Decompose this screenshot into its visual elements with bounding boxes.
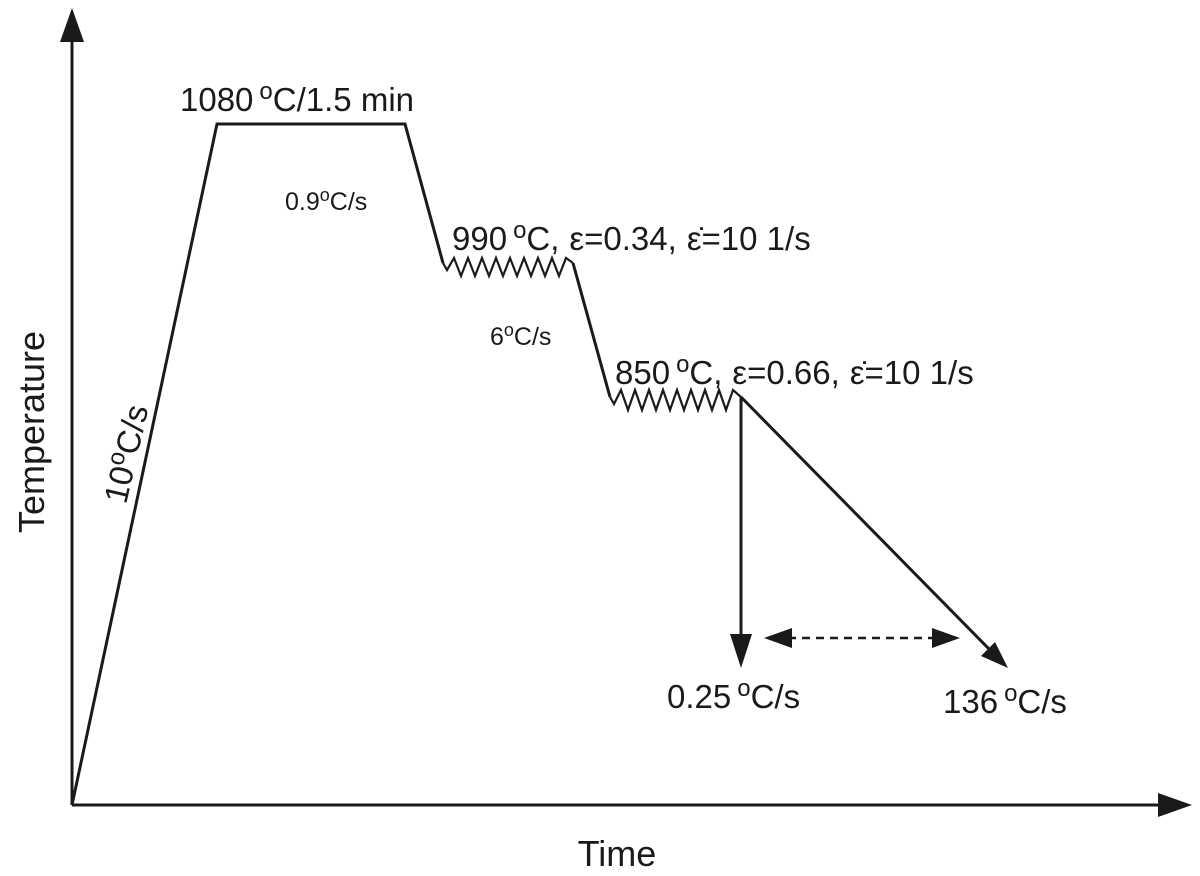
fast-cooling-arrowhead	[981, 642, 1008, 668]
pass-2-label: 850 oC, ε=0.66, ε̇=10 1/s	[615, 351, 974, 391]
slow-cooling-arrowhead	[730, 634, 752, 668]
dashed-arrowhead-left	[764, 628, 792, 648]
y-axis-label: Temperature	[11, 331, 52, 533]
deformation-pass-2-zigzag	[609, 386, 742, 414]
x-axis-arrowhead	[1158, 793, 1192, 817]
fast-cooling-line	[739, 395, 992, 652]
cooling-rate-1-label: 0.9oC/s	[285, 185, 367, 216]
cooling-rate-2-label: 6oC/s	[490, 320, 551, 351]
x-axis-label: Time	[578, 833, 657, 874]
cooling-segment-2	[571, 262, 612, 398]
dashed-arrowhead-right	[932, 628, 960, 648]
y-axis-arrowhead	[60, 8, 84, 42]
pass-1-label: 990 oC, ε=0.34, ε̇=10 1/s	[452, 217, 811, 257]
heating-ramp-and-soak	[70, 122, 445, 806]
deformation-pass-1-zigzag	[442, 254, 574, 280]
final-fast-cooling-label: 136 oC/s	[943, 680, 1067, 720]
final-slow-cooling-label: 0.25 oC/s	[667, 675, 800, 715]
soak-label: 1080 oC/1.5 min	[180, 78, 414, 118]
